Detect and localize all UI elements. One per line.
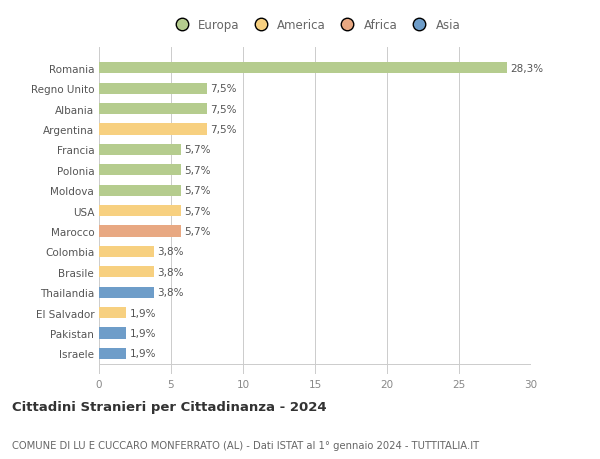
Bar (99, 63, 506, 74)
Text: 7,5%: 7,5% (211, 104, 237, 114)
Text: COMUNE DI LU E CUCCARO MONFERRATO (AL) - Dati ISTAT al 1° gennaio 2024 - TUTTITA: COMUNE DI LU E CUCCARO MONFERRATO (AL) -… (12, 440, 479, 450)
Legend: Europa, America, Africa, Asia: Europa, America, Africa, Asia (167, 17, 463, 34)
Text: 28,3%: 28,3% (510, 64, 543, 73)
Bar (99, 226, 181, 237)
Text: 5,7%: 5,7% (185, 145, 211, 155)
Text: 7,5%: 7,5% (211, 84, 237, 94)
Bar (99, 165, 181, 176)
Text: 5,7%: 5,7% (185, 186, 211, 196)
Bar (99, 206, 181, 217)
Text: 3,8%: 3,8% (157, 247, 184, 257)
Text: 1,9%: 1,9% (130, 308, 157, 318)
Text: 3,8%: 3,8% (157, 288, 184, 297)
Text: 5,7%: 5,7% (185, 165, 211, 175)
Bar (99, 328, 127, 339)
Bar (99, 185, 181, 196)
Bar (99, 124, 207, 135)
Bar (99, 246, 154, 257)
Bar (99, 287, 154, 298)
Text: 1,9%: 1,9% (130, 349, 157, 358)
Text: Cittadini Stranieri per Cittadinanza - 2024: Cittadini Stranieri per Cittadinanza - 2… (12, 400, 326, 413)
Bar (99, 267, 154, 278)
Text: 5,7%: 5,7% (185, 206, 211, 216)
Bar (99, 84, 207, 95)
Bar (99, 104, 207, 115)
Bar (99, 348, 127, 359)
Text: 5,7%: 5,7% (185, 226, 211, 236)
Text: 7,5%: 7,5% (211, 125, 237, 134)
Text: 1,9%: 1,9% (130, 328, 157, 338)
Bar (99, 145, 181, 156)
Text: 3,8%: 3,8% (157, 267, 184, 277)
Bar (99, 308, 127, 319)
